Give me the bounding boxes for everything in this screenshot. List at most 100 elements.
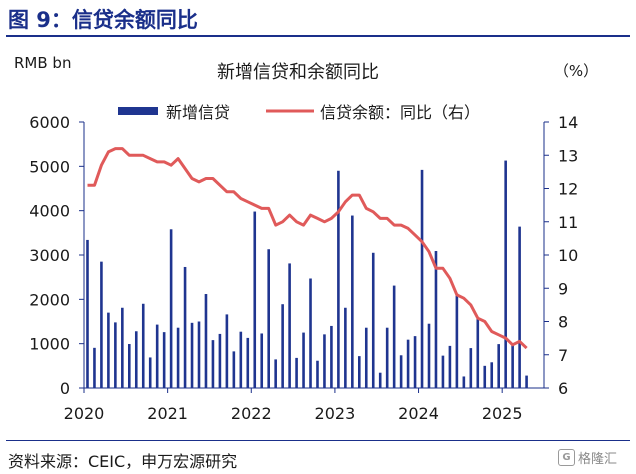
bar-series [86,160,528,388]
left-tick-label: 5000 [29,157,70,176]
bar-new-loans [406,339,410,388]
bar-new-loans [162,332,166,388]
bar-new-loans [392,285,396,388]
bar-new-loans [330,325,333,388]
source-note: 资料来源：CEIC，申万宏源研究 [8,452,238,471]
bar-new-loans [490,362,494,388]
bar-new-loans [309,278,312,388]
bar-new-loans [176,327,180,388]
bar-new-loans [448,345,452,388]
bar-new-loans [441,355,445,388]
chart-svg: 新增信贷和余额同比 RMB bn （%） 新增信贷 信贷余额：同比（右） 0 10… [14,54,598,423]
bar-new-loans [344,307,347,388]
bar-new-loans [434,251,438,388]
x-tick-label: 2023 [315,404,356,423]
bar-new-loans [107,312,110,388]
bar-new-loans [364,327,368,388]
left-tick-label: 1000 [29,335,70,354]
left-tick-label: 4000 [29,202,70,221]
bar-new-loans [141,303,145,388]
bar-new-loans [225,314,229,388]
bar-new-loans [134,331,138,388]
bar-new-loans [267,249,270,388]
bar-new-loans [399,355,403,388]
bar-new-loans [239,331,243,388]
bar-new-loans [302,332,305,388]
right-tick-label: 6 [558,379,568,398]
x-tick-label: 2025 [482,404,523,423]
bar-new-loans [121,307,124,388]
bar-new-loans [504,160,507,388]
bar-new-loans [218,333,222,388]
bar-new-loans [197,321,201,388]
bar-new-loans [86,239,89,388]
right-tick-label: 7 [558,346,568,365]
x-tick-label: 2022 [231,404,272,423]
right-tick-label: 10 [558,246,578,265]
bar-new-loans [413,336,417,388]
bar-new-loans [511,343,514,388]
bar-new-loans [483,365,487,388]
bar-new-loans [351,215,354,388]
bar-new-loans [288,263,291,388]
bar-new-loans [427,323,431,388]
footer-divider [6,440,630,441]
bar-new-loans [190,322,194,388]
bar-new-loans [204,294,208,388]
x-tick-label: 2021 [147,404,188,423]
bar-new-loans [295,357,298,388]
bar-new-loans [169,229,173,388]
right-tick-label: 11 [558,213,578,232]
bar-new-loans [128,344,131,388]
bar-new-loans [246,337,250,388]
bar-new-loans [93,347,96,388]
bar-new-loans [253,211,257,388]
bar-new-loans [274,359,277,388]
x-tick-labels: 2020 2021 2022 2023 2024 2025 [64,388,523,423]
bar-new-loans [148,357,152,388]
bar-new-loans [211,340,215,388]
right-tick-label: 14 [558,113,578,132]
bar-new-loans [462,376,466,388]
watermark-logo-icon: G [558,449,575,466]
bar-new-loans [525,375,528,388]
bar-new-loans [371,252,375,388]
right-tick-label: 12 [558,180,578,199]
bar-new-loans [323,334,326,388]
left-tick-label: 0 [60,379,70,398]
bar-new-loans [420,169,424,388]
bar-new-loans [232,351,236,388]
watermark-text: 格隆汇 [578,452,618,467]
x-tick-label: 2024 [398,404,439,423]
left-tick-label: 3000 [29,246,70,265]
bar-new-loans [455,293,459,388]
bar-new-loans [497,344,500,388]
bar-new-loans [469,348,473,388]
legend: 新增信贷 信贷余额：同比（右） [118,103,480,122]
bar-new-loans [281,304,284,388]
bar-new-loans [358,356,361,388]
bar-new-loans [378,372,382,388]
bar-new-loans [385,327,389,388]
figure-title: 图 9：信贷余额同比 [8,8,198,32]
legend-line-label: 信贷余额：同比（右） [320,103,480,122]
left-tick-labels: 0 1000 2000 3000 4000 5000 6000 [29,113,84,398]
bar-new-loans [476,317,480,388]
watermark: G 格隆汇 [558,448,617,467]
bar-new-loans [518,226,521,388]
bar-new-loans [155,324,159,388]
left-tick-label: 6000 [29,113,70,132]
right-axis-unit: （%） [554,62,598,80]
chart-title: 新增信贷和余额同比 [217,62,379,83]
right-tick-label: 9 [558,279,568,298]
bar-new-loans [114,322,117,388]
bar-new-loans [100,261,103,388]
x-tick-label: 2020 [64,404,105,423]
right-tick-label: 13 [558,146,578,165]
right-tick-labels: 6 7 8 9 10 11 12 13 14 [544,113,578,398]
left-axis-unit: RMB bn [14,54,71,72]
legend-bar-label: 新增信贷 [166,103,230,122]
right-tick-label: 8 [558,313,568,332]
bar-new-loans [316,360,319,388]
bar-new-loans [337,170,340,388]
